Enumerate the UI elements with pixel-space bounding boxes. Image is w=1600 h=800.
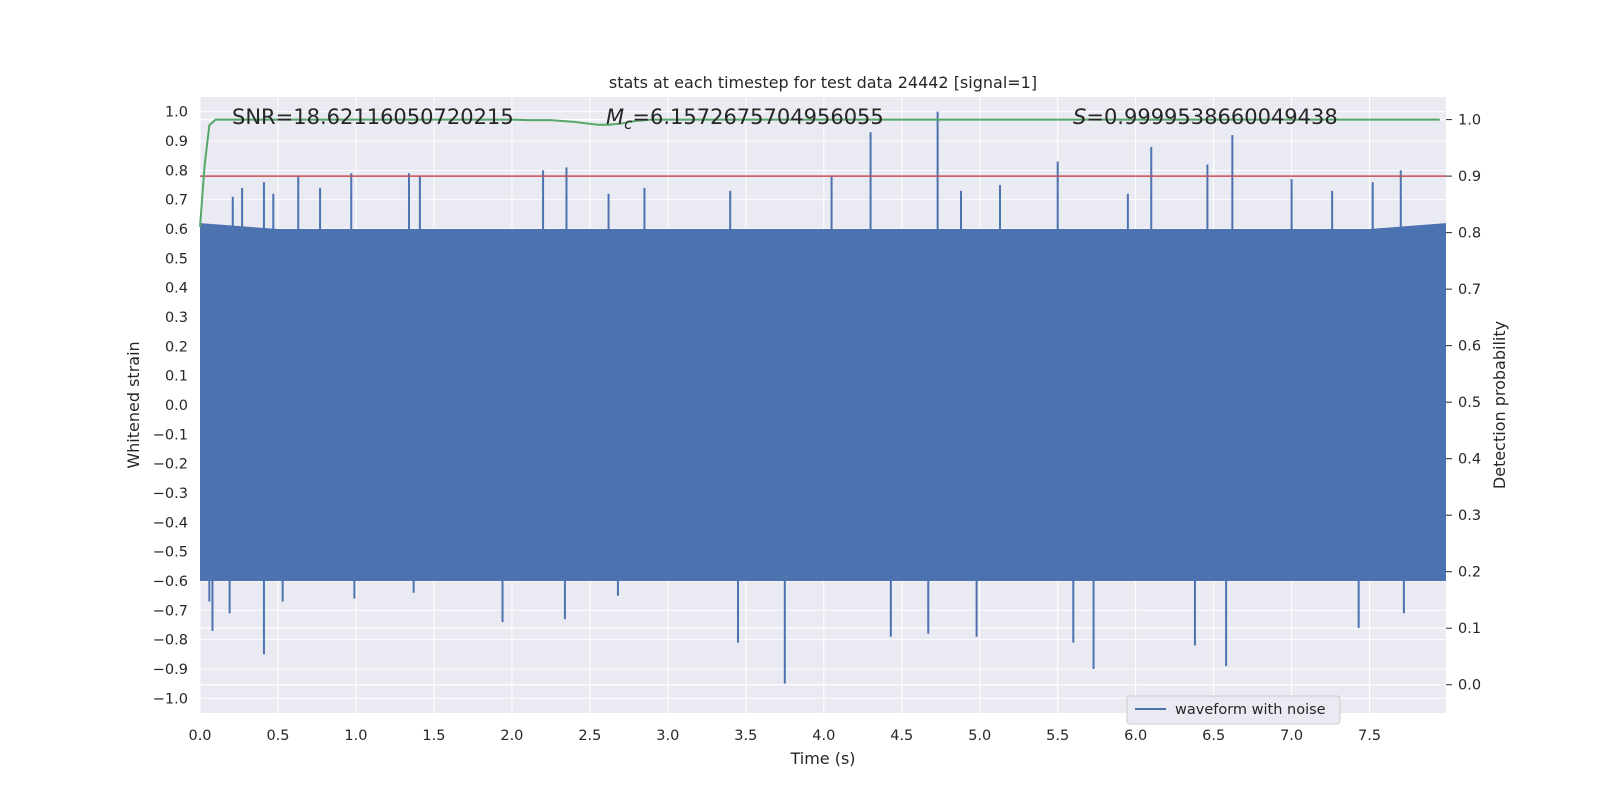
waveform-envelope	[200, 223, 1446, 581]
y-tick-label: −0.3	[153, 486, 188, 502]
y2-tick-label: 0.2	[1458, 565, 1481, 581]
snr-annotation: SNR=18.62116050720215	[232, 105, 514, 129]
x-tick-label: 3.0	[656, 728, 679, 744]
x-tick-label: 4.0	[812, 728, 835, 744]
x-tick-label: 2.5	[578, 728, 601, 744]
legend: waveform with noise	[1126, 695, 1341, 725]
y2-tick-label: 0.4	[1458, 452, 1481, 468]
x-axis-label: Time (s)	[789, 749, 855, 768]
legend-label: waveform with noise	[1175, 702, 1326, 718]
x-tick-label: 7.0	[1280, 728, 1303, 744]
y-tick-label: 0.9	[165, 134, 188, 150]
x-tick-label: 7.5	[1358, 728, 1381, 744]
x-tick-label: 1.5	[422, 728, 445, 744]
s-value: =0.9999538660049438	[1086, 105, 1337, 129]
x-tick-label: 1.0	[344, 728, 367, 744]
y2-tick-labels: 1.0 0.9 0.8 0.7 0.6 0.5 0.4 0.3 0.2 0.1 0.0	[1446, 113, 1481, 694]
y-tick-label: −0.6	[153, 574, 188, 590]
chart-title: stats at each timestep for test data 244…	[609, 73, 1037, 92]
x-tick-label: 0.5	[266, 728, 289, 744]
y2-tick-label: 1.0	[1458, 113, 1481, 129]
y-tick-label: −0.1	[153, 427, 188, 443]
probability-line	[199, 118, 1440, 228]
y2-tick-label: 0.0	[1458, 678, 1481, 694]
y-axis-label: Whitened strain	[124, 341, 143, 468]
y-tick-label: −0.8	[153, 633, 188, 649]
x-tick-label: 3.5	[734, 728, 757, 744]
y-tick-label: −0.2	[153, 457, 188, 473]
x-tick-labels: 0.0 0.5 1.0 1.5 2.0 2.5 3.0 3.5 4.0 4.5 5.0 5.5 6.0 6…	[188, 728, 1381, 744]
y2-tick-label: 0.5	[1458, 395, 1481, 411]
y2-tick-label: 0.8	[1458, 226, 1481, 242]
x-tick-label: 0.0	[188, 728, 211, 744]
y-tick-label: 0.2	[165, 339, 188, 355]
y-tick-label: 0.6	[165, 222, 188, 238]
x-tick-label: 5.0	[968, 728, 991, 744]
x-tick-label: 5.5	[1046, 728, 1069, 744]
y-tick-label: −0.9	[153, 662, 188, 678]
y-tick-label: 0.8	[165, 163, 188, 179]
x-tick-label: 6.5	[1202, 728, 1225, 744]
y-tick-label: −0.7	[153, 603, 188, 619]
y2-tick-label: 0.7	[1458, 282, 1481, 298]
y-tick-label: 1.0	[165, 105, 188, 121]
x-tick-label: 6.0	[1124, 728, 1147, 744]
waveform-series	[200, 111, 1446, 684]
y-tick-label: −0.4	[153, 515, 188, 531]
probability-series	[199, 118, 1446, 228]
x-tick-label: 2.0	[500, 728, 523, 744]
y2-tick-label: 0.3	[1458, 508, 1481, 524]
y-tick-label: 0.3	[165, 310, 188, 326]
score-annotation: S=0.9999538660049438	[1073, 105, 1338, 129]
mc-value: =6.1572675704956055	[632, 105, 883, 129]
y2-tick-label: 0.6	[1458, 339, 1481, 355]
y-tick-label: 0.4	[165, 281, 188, 297]
y-tick-label: −1.0	[153, 691, 188, 707]
s-symbol: S	[1073, 105, 1086, 129]
y-tick-label: 0.5	[165, 251, 188, 267]
mc-subscript: c	[624, 115, 633, 133]
legend-box	[1126, 695, 1341, 725]
y-tick-label: −0.5	[153, 545, 188, 561]
x-tick-label: 4.5	[890, 728, 913, 744]
y-tick-label: 0.7	[165, 193, 188, 209]
y2-axis-label: Detection probability	[1490, 321, 1509, 489]
chirp-mass-annotation: Mc=6.1572675704956055	[606, 105, 884, 133]
y-tick-labels: 1.0 0.9 0.8 0.7 0.6 0.5 0.4 0.3 0.2 0.1 0.0 −0.1 −0.…	[153, 105, 188, 708]
y-tick-label: 0.0	[165, 398, 188, 414]
y2-tick-label: 0.9	[1458, 169, 1481, 185]
y2-tick-label: 0.1	[1458, 621, 1481, 637]
mc-symbol: M	[606, 105, 624, 129]
y-tick-label: 0.1	[165, 369, 188, 385]
